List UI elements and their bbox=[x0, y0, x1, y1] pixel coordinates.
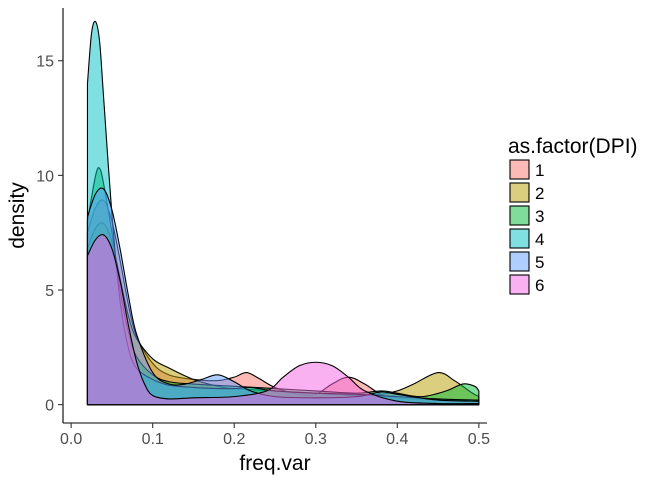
x-tick-label: 0.0 bbox=[60, 431, 82, 448]
x-tick-label: 0.2 bbox=[223, 431, 245, 448]
y-tick-label: 0 bbox=[45, 398, 54, 415]
x-tick-label: 0.4 bbox=[386, 431, 408, 448]
legend: as.factor(DPI) 1 2 3 4 5 6 bbox=[508, 135, 638, 295]
density-area-dpi-4 bbox=[86, 20, 480, 406]
density-area-dpi-5 bbox=[86, 187, 480, 406]
y-tick-label: 15 bbox=[36, 54, 54, 71]
legend-key-5 bbox=[509, 251, 530, 272]
legend-key-1 bbox=[509, 159, 530, 180]
x-axis-ticks: 0.0 0.1 0.2 0.3 0.4 0.5 bbox=[60, 423, 490, 448]
legend-label-5: 5 bbox=[535, 253, 544, 272]
y-axis-title: density bbox=[6, 182, 29, 249]
legend-key-4 bbox=[509, 228, 530, 249]
x-tick-label: 0.5 bbox=[468, 431, 490, 448]
legend-key-3 bbox=[509, 205, 530, 226]
legend-label-6: 6 bbox=[535, 276, 544, 295]
legend-key-6 bbox=[509, 274, 530, 295]
legend-label-4: 4 bbox=[535, 230, 544, 249]
legend-title: as.factor(DPI) bbox=[508, 135, 638, 158]
x-tick-label: 0.1 bbox=[142, 431, 164, 448]
x-tick-label: 0.3 bbox=[305, 431, 327, 448]
legend-label-1: 1 bbox=[535, 161, 544, 180]
legend-key-2 bbox=[509, 182, 530, 203]
legend-label-3: 3 bbox=[535, 207, 544, 226]
y-axis-ticks: 0 5 10 15 bbox=[36, 54, 63, 415]
x-axis-title: freq.var bbox=[239, 452, 310, 475]
legend-label-2: 2 bbox=[535, 184, 544, 203]
y-tick-label: 10 bbox=[36, 168, 54, 185]
plot-panel bbox=[86, 20, 480, 406]
axes: 0.0 0.1 0.2 0.3 0.4 0.5 0 5 10 15 bbox=[36, 8, 490, 448]
density-area-dpi-6 bbox=[86, 234, 480, 406]
legend-items: 1 2 3 4 5 6 bbox=[509, 159, 544, 295]
y-tick-label: 5 bbox=[45, 283, 54, 300]
